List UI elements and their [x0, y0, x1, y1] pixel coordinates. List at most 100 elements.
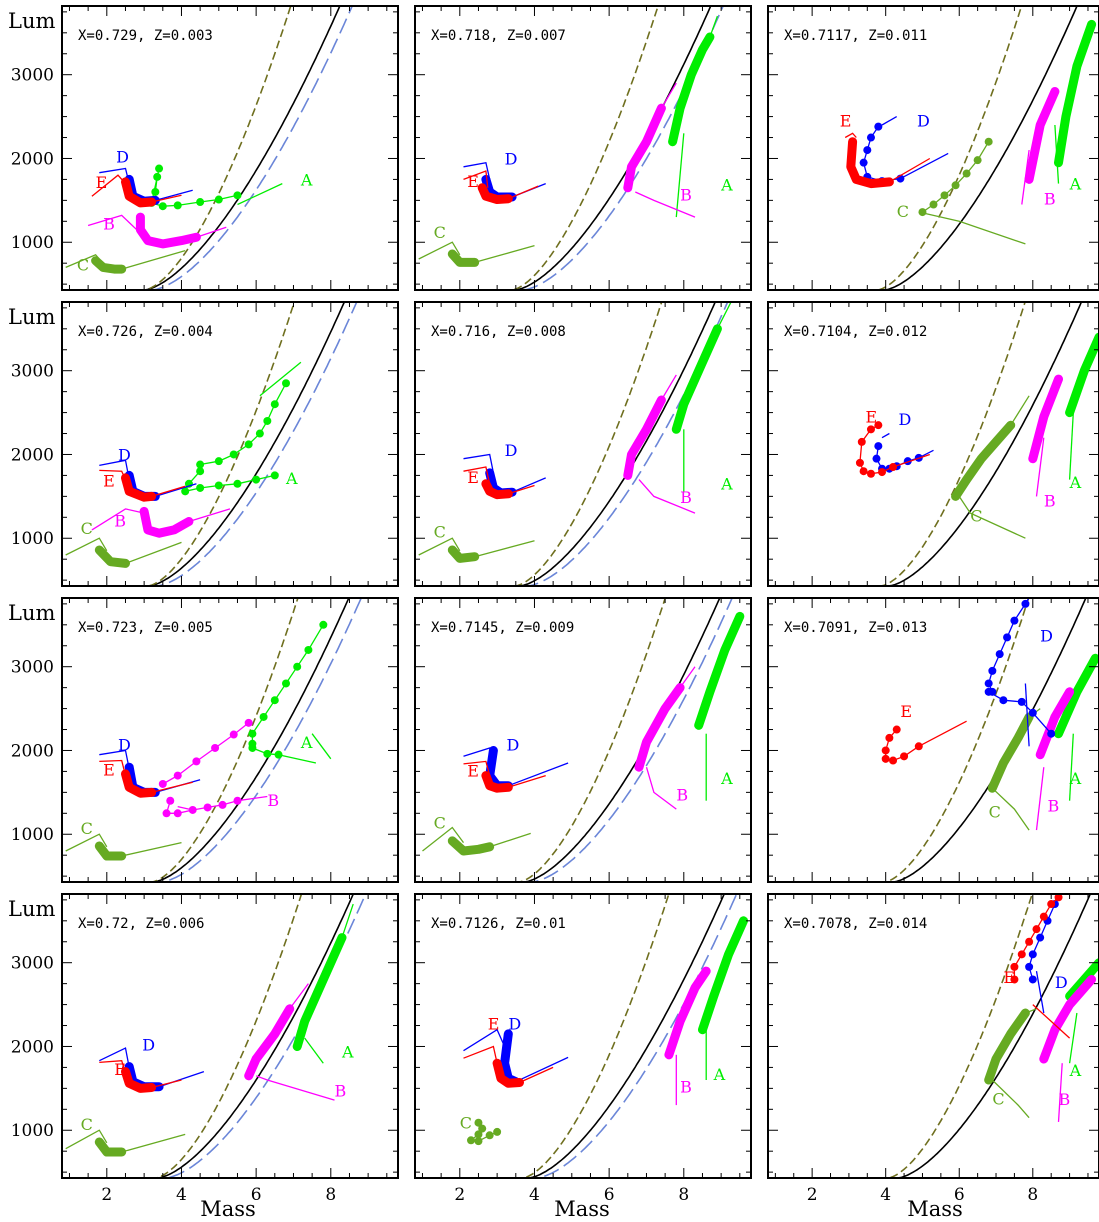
series-label-A: A	[720, 175, 733, 194]
panel-label: X=0.729, Z=0.003	[78, 28, 213, 44]
track-C-thin	[922, 212, 1026, 245]
series-label-D: D	[1040, 627, 1053, 646]
point-C-5	[973, 156, 982, 165]
track-D-tail	[155, 483, 197, 498]
point-E-5	[866, 469, 875, 478]
point-C-1	[478, 1124, 487, 1133]
boundary-solid	[830, 598, 1087, 882]
point-E-1	[866, 425, 875, 434]
track-A-tail	[709, 15, 719, 38]
boundary-dashed	[478, 894, 670, 1178]
boundary-dashed	[125, 894, 303, 1178]
track-E-tail	[151, 485, 186, 498]
track-D-thin	[881, 116, 898, 126]
panel-frame	[61, 301, 399, 587]
panel-label: X=0.718, Z=0.007	[431, 28, 566, 44]
track-B-thick	[135, 212, 201, 249]
point-A-extra-2	[229, 450, 238, 459]
track-B-thin	[638, 479, 696, 514]
series-label-D: D	[118, 445, 131, 464]
track-B-thin	[635, 191, 696, 218]
point-A-7	[214, 195, 223, 204]
boundary-long-dashed	[478, 598, 733, 882]
x-axis-label-col-2: Mass	[554, 1197, 610, 1221]
point-E-2	[881, 746, 890, 755]
track-E-tail	[519, 1066, 554, 1084]
track-C-tail	[489, 832, 531, 848]
track-E-tail	[889, 157, 931, 183]
track-B-tail	[679, 666, 696, 688]
point-E-6	[878, 468, 887, 477]
point-A-extra-7	[282, 379, 290, 388]
boundary-solid	[830, 6, 1078, 290]
point-E-3	[855, 458, 864, 467]
panel-label: X=0.7091, Z=0.013	[784, 620, 927, 636]
series-label-D: D	[917, 112, 930, 131]
track-B-thin	[1035, 767, 1045, 831]
track-B-thick	[1028, 374, 1063, 464]
track-A-thin	[237, 183, 283, 206]
panel-frame	[414, 597, 752, 883]
point-C-6	[493, 1127, 502, 1136]
point-D-extra-1	[999, 696, 1008, 705]
series-label-A: A	[1069, 769, 1082, 788]
point-A-extra-5	[263, 416, 272, 425]
track-E-thin	[844, 132, 857, 139]
panel-1: A B C D E X=0.718, Z=0.007	[414, 5, 752, 291]
track-B-tail	[196, 226, 227, 238]
series-label-D: D	[1055, 973, 1068, 992]
track-E-thin	[463, 466, 491, 484]
y-tick-label: 3000	[11, 954, 54, 974]
point-A-6	[252, 475, 261, 484]
series-label-E: E	[1003, 968, 1015, 987]
series-label-A: A	[1069, 473, 1082, 492]
series-label-D: D	[506, 735, 519, 754]
point-C-3	[951, 181, 960, 190]
series-label-A: A	[341, 1042, 354, 1061]
series-label-C: C	[81, 1115, 93, 1134]
point-D-0	[988, 687, 997, 696]
track-A-thin	[311, 733, 332, 760]
y-tick-label: 1000	[11, 529, 54, 549]
track-D-tail	[511, 477, 546, 493]
track-A-thin	[1068, 1012, 1078, 1064]
point-A-3	[196, 483, 205, 492]
series-label-C: C	[77, 256, 89, 275]
series-label-C: C	[434, 223, 446, 242]
series-label-D: D	[142, 1036, 155, 1055]
point-A-extra-4	[255, 429, 264, 438]
track-B-tail	[188, 508, 231, 523]
track-D-tail	[515, 1056, 569, 1083]
series-label-C: C	[992, 1089, 1004, 1108]
point-B-6	[233, 796, 242, 805]
track-A-tail	[341, 903, 354, 938]
series-label-C: C	[81, 819, 93, 838]
track-E-tail	[508, 774, 546, 788]
panel-frame	[767, 893, 1099, 1179]
track-C-thin	[991, 787, 1030, 831]
x-tick-label: 8	[678, 1185, 689, 1205]
track-E-tail	[151, 1079, 182, 1089]
y-tick-label: 3000	[11, 658, 54, 678]
panel-7: A B C D E X=0.7145, Z=0.009	[414, 597, 752, 883]
series-label-C: C	[970, 506, 982, 525]
track-A-thick	[1065, 332, 1099, 418]
point-A-8	[233, 191, 242, 200]
track-A-thick	[1054, 653, 1099, 739]
point-D-3	[1036, 933, 1045, 942]
point-A-0	[151, 187, 160, 196]
point-C-2	[474, 1130, 483, 1139]
series-label-B: B	[680, 1078, 692, 1097]
track-B-thick	[139, 506, 194, 538]
series-label-B: B	[114, 512, 126, 531]
series-label-B: B	[680, 488, 692, 507]
panel-label: X=0.7145, Z=0.009	[431, 620, 574, 636]
point-A-extra-3	[244, 440, 253, 449]
point-B-extra-5	[244, 718, 253, 727]
point-A-1	[248, 729, 257, 738]
